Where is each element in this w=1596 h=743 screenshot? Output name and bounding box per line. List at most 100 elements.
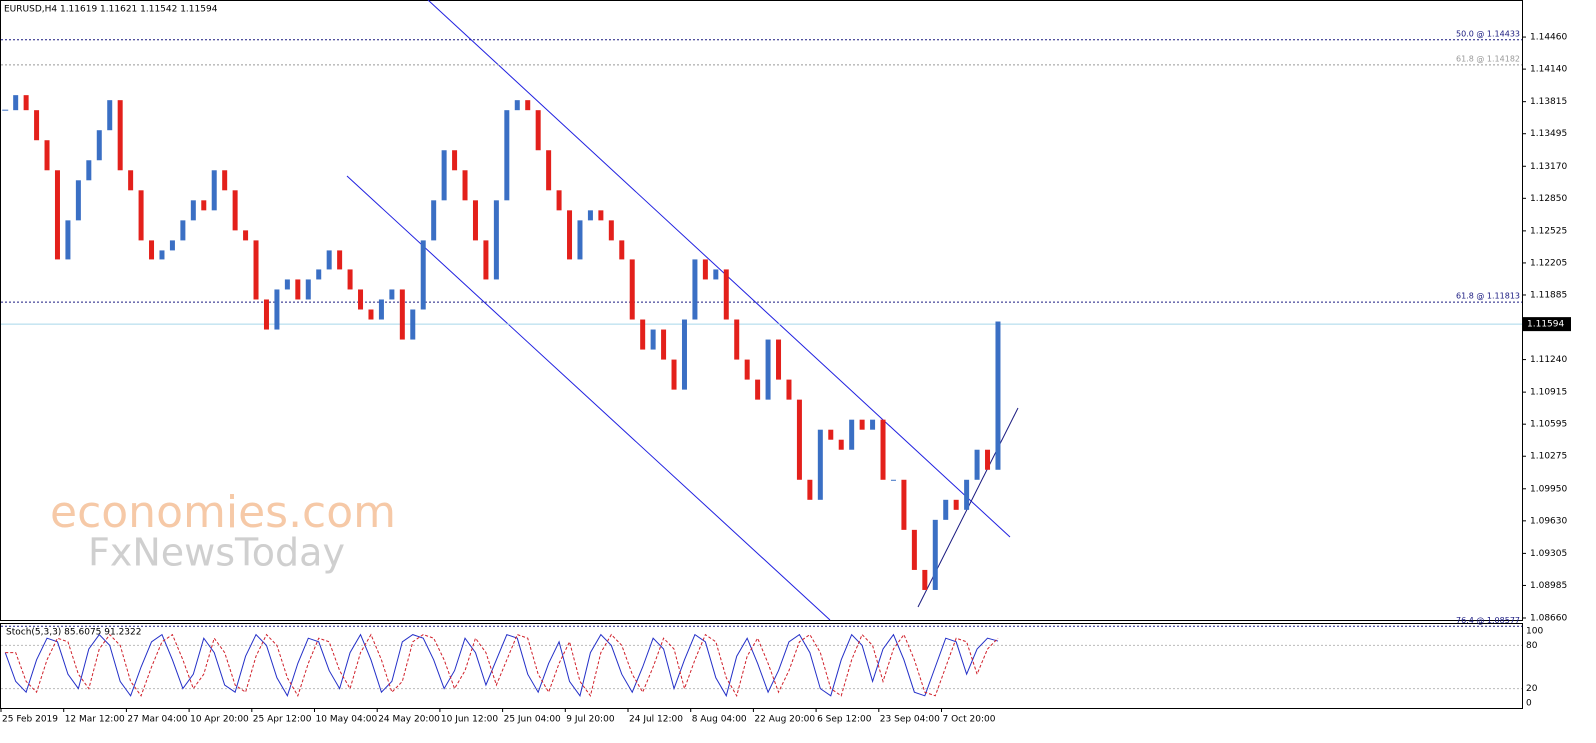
- candle: [546, 150, 552, 191]
- candle: [431, 200, 437, 241]
- y-tick-label: 1.12525: [1530, 226, 1567, 236]
- x-tick-label: 25 Feb 2019: [2, 715, 58, 725]
- chart-title: EURUSD,H4 1.11619 1.11621 1.11542 1.1159…: [4, 5, 218, 15]
- candle: [358, 289, 364, 310]
- y-tick-label: 0: [1526, 699, 1532, 709]
- candle: [222, 170, 228, 191]
- x-tick-label: 24 May 20:00: [378, 715, 440, 725]
- candle: [452, 150, 458, 171]
- y-tick-label: 1.10915: [1530, 388, 1567, 398]
- candle: [96, 130, 102, 161]
- main-panel: [0, 0, 1523, 621]
- candle: [284, 279, 290, 290]
- channel-line: [427, 0, 1011, 538]
- x-tick-label: 24 Jul 12:00: [629, 715, 683, 725]
- y-tick-label: 1.12850: [1530, 194, 1567, 204]
- candle: [493, 200, 499, 280]
- x-tick-label: 27 Mar 04:00: [127, 715, 187, 725]
- x-tick-label: 12 Mar 12:00: [65, 715, 125, 725]
- x-tick-label: 9 Jul 20:00: [566, 715, 615, 725]
- candle: [713, 269, 719, 280]
- candle: [890, 479, 896, 481]
- candle: [681, 319, 687, 390]
- y-tick-label: 1.09630: [1530, 516, 1567, 526]
- candle: [389, 289, 395, 300]
- candle: [368, 309, 374, 320]
- candle: [65, 220, 71, 260]
- candle: [744, 359, 750, 380]
- candle: [472, 200, 478, 241]
- candle: [985, 449, 991, 470]
- candle: [138, 190, 144, 241]
- candle: [75, 180, 81, 221]
- candle: [650, 329, 656, 350]
- watermark: FxNewsToday: [88, 531, 345, 575]
- candle: [128, 170, 134, 191]
- x-tick-label: 25 Apr 12:00: [253, 715, 312, 725]
- candle: [378, 299, 384, 320]
- candle: [702, 259, 708, 280]
- candle: [441, 150, 447, 201]
- candle: [253, 240, 259, 300]
- candle: [629, 259, 635, 320]
- x-tick-label: 10 May 04:00: [316, 715, 378, 725]
- x-tick-label: 23 Sep 04:00: [880, 715, 940, 725]
- x-tick-label: 25 Jun 04:00: [504, 715, 561, 725]
- candle: [671, 359, 677, 390]
- candle: [953, 499, 959, 510]
- candle: [880, 419, 886, 480]
- x-tick-label: 10 Apr 20:00: [190, 715, 249, 725]
- y-tick-label: 1.10275: [1530, 452, 1567, 462]
- candle: [410, 309, 416, 340]
- candle: [274, 289, 280, 330]
- candle: [587, 210, 593, 221]
- y-tick-label: 1.14460: [1530, 33, 1567, 43]
- candle: [796, 399, 802, 480]
- candle: [347, 269, 353, 290]
- candle: [159, 250, 165, 260]
- candle: [755, 379, 761, 400]
- candle: [661, 329, 667, 360]
- candle: [535, 110, 541, 151]
- candle: [54, 170, 60, 260]
- y-tick-label: 1.09305: [1530, 549, 1567, 559]
- candle: [149, 240, 155, 260]
- stoch-line: [4, 633, 999, 698]
- candle: [765, 339, 771, 400]
- candle: [598, 210, 604, 221]
- current-price-label: 1.11594: [1527, 320, 1564, 330]
- y-tick-label: 1.13170: [1530, 162, 1567, 172]
- y-tick-label: 1.08660: [1530, 613, 1567, 623]
- candle: [169, 240, 175, 251]
- candle: [901, 479, 907, 530]
- candle: [232, 190, 238, 231]
- candle: [817, 429, 823, 500]
- y-tick-label: 1.11240: [1530, 355, 1567, 365]
- y-tick-label: 1.10595: [1530, 420, 1567, 430]
- candle: [974, 449, 980, 480]
- candle: [190, 200, 196, 221]
- candle: [504, 110, 510, 201]
- x-tick-label: 10 Jun 12:00: [441, 715, 498, 725]
- stoch-title: Stoch(5,3,3) 85.6075 91.2322: [6, 628, 141, 638]
- candle: [807, 479, 813, 500]
- candle: [86, 160, 92, 181]
- candle: [922, 569, 928, 590]
- candle: [859, 419, 865, 430]
- x-tick-label: 7 Oct 20:00: [943, 715, 996, 725]
- candle: [608, 220, 614, 241]
- y-tick-label: 1.13495: [1530, 129, 1567, 139]
- candle: [180, 220, 186, 241]
- current-price-box: [1523, 317, 1571, 332]
- channel-line: [346, 175, 831, 621]
- candle: [640, 319, 646, 350]
- y-tick-label: 20: [1526, 684, 1538, 694]
- candle: [34, 110, 40, 141]
- candle: [870, 419, 876, 430]
- candle: [723, 269, 729, 320]
- candle: [619, 240, 625, 260]
- candle: [243, 230, 249, 241]
- candle: [786, 379, 792, 400]
